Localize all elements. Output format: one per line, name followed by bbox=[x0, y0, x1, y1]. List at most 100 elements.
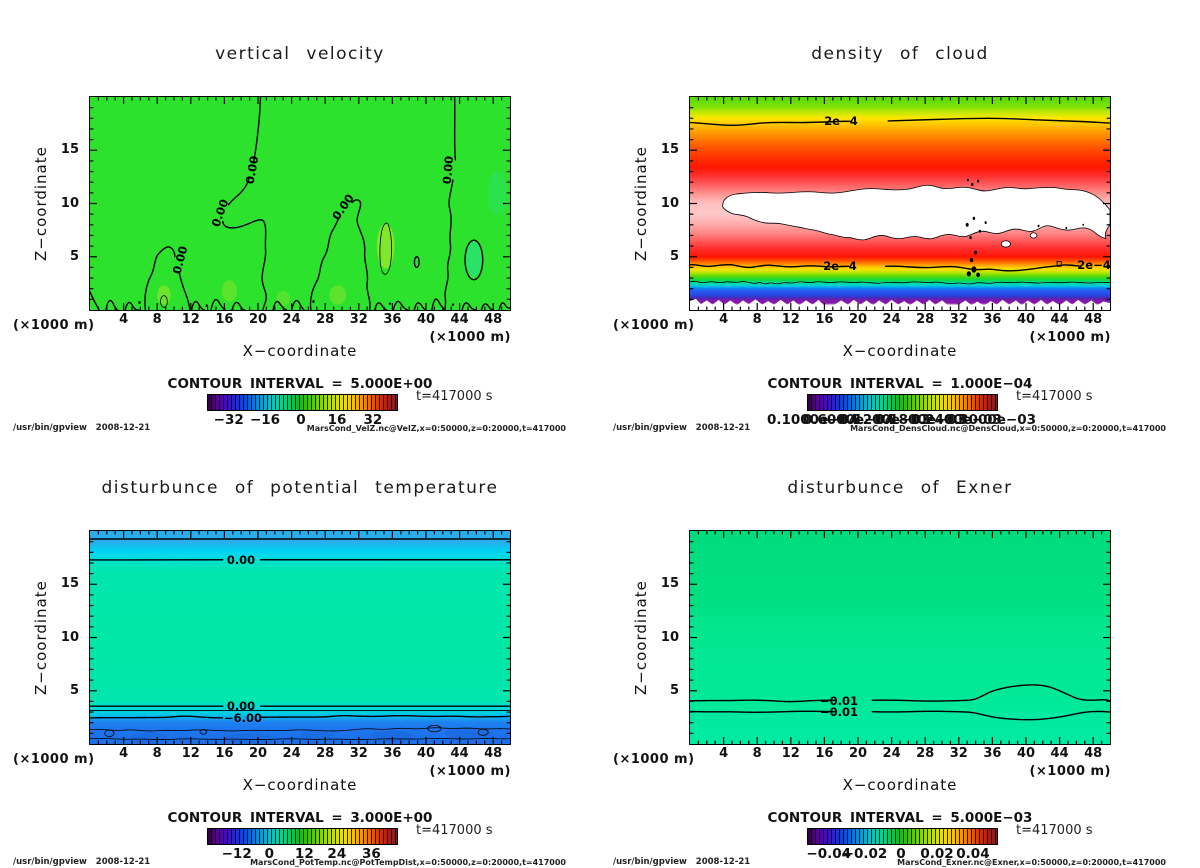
colorbar-tick-label: 0.2400e−03 bbox=[910, 412, 1002, 428]
x-tick-label: 40 bbox=[416, 746, 436, 761]
axis-ticks bbox=[90, 97, 510, 310]
x-tick-label: 8 bbox=[152, 746, 162, 761]
x-tick-label: 24 bbox=[282, 746, 301, 761]
footer-command-text: /usr/bin/gpview 2008-12-21 bbox=[13, 423, 151, 433]
footer-command-text: /usr/bin/gpview 2008-12-21 bbox=[13, 857, 151, 867]
x-tick-label: 24 bbox=[882, 746, 901, 761]
plot-title: disturbunce of potential temperature bbox=[101, 478, 499, 498]
axis-ticks bbox=[90, 531, 510, 744]
y-tick-label: 15 bbox=[660, 142, 679, 158]
plot-area-density-of-cloud: 2e−4 2e−4 2e−4 bbox=[689, 96, 1111, 311]
colorbar-tick-label: 0.1200e−03 bbox=[838, 412, 931, 428]
y-tick-labels: 5 10 15 bbox=[46, 97, 82, 310]
x-tick-label: 20 bbox=[848, 312, 868, 327]
y-tick-label: 15 bbox=[60, 142, 79, 158]
x-tick-label: 44 bbox=[1050, 746, 1069, 761]
x-tick-label: 44 bbox=[1050, 312, 1069, 327]
x-tick-label: 28 bbox=[916, 312, 935, 327]
x-tick-label: 48 bbox=[484, 746, 503, 761]
colorbar-tick-label: 0.1800e−03 bbox=[874, 412, 967, 428]
x-tick-label: 32 bbox=[349, 746, 368, 761]
colorbar-tick-label: 0.3000e−03 bbox=[944, 412, 1037, 428]
y-tick-label: 15 bbox=[60, 576, 79, 592]
plot-title: disturbunce of Exner bbox=[787, 478, 1013, 498]
x-axis-label: X−coordinate bbox=[242, 342, 358, 360]
x-tick-label: 16 bbox=[815, 746, 834, 761]
x-tick-label: 40 bbox=[1016, 312, 1036, 327]
colorbar-tick-label: 0 bbox=[896, 846, 906, 862]
time-label: t=417000 s bbox=[1016, 823, 1093, 838]
x-tick-label: 44 bbox=[450, 746, 469, 761]
x-axis-unit-right: (×1000 m) bbox=[1029, 764, 1111, 779]
x-tick-label: 8 bbox=[152, 312, 162, 327]
x-tick-label: 28 bbox=[916, 746, 935, 761]
contour-label: 0.00 bbox=[439, 155, 457, 185]
contour-label: 2e−4 bbox=[1077, 258, 1111, 272]
x-tick-label: 40 bbox=[416, 312, 436, 327]
contour-label: 0.00 bbox=[226, 699, 256, 713]
contour-field bbox=[90, 97, 510, 310]
x-tick-labels: 4 8 12 16 20 24 28 32 36 40 44 48 bbox=[90, 312, 510, 328]
x-axis-unit-right: (×1000 m) bbox=[429, 330, 511, 345]
colorbar-tick-label: 0.04 bbox=[956, 846, 990, 862]
x-tick-label: 16 bbox=[215, 312, 234, 327]
y-tick-label: 5 bbox=[69, 248, 79, 264]
x-tick-label: 36 bbox=[983, 312, 1002, 327]
contour-interval-text: CONTOUR INTERVAL = 1.000E−04 bbox=[767, 376, 1033, 392]
plot-area-exner: −0.01 −0.01 bbox=[689, 530, 1111, 745]
x-tick-label: 4 bbox=[119, 312, 129, 327]
x-tick-label: 24 bbox=[882, 312, 901, 327]
plot-area-vertical-velocity: 0.00 0.00 0.00 0.00 0.00 bbox=[89, 96, 511, 311]
colorbar-tick-label: 0.6000e−04 bbox=[802, 412, 895, 428]
x-axis-label: X−coordinate bbox=[842, 342, 958, 360]
x-tick-label: 20 bbox=[248, 312, 268, 327]
x-tick-label: 40 bbox=[1016, 746, 1036, 761]
x-axis-unit-left: (×1000 m) bbox=[613, 318, 695, 333]
x-axis-unit-left: (×1000 m) bbox=[13, 318, 95, 333]
x-tick-label: 48 bbox=[1084, 746, 1103, 761]
colorbar-tick-label: 16 bbox=[327, 412, 347, 428]
contour-interval-text: CONTOUR INTERVAL = 5.000E+00 bbox=[167, 376, 433, 392]
x-tick-label: 36 bbox=[383, 746, 402, 761]
colorbar-tick-label: 0.1000e−04 bbox=[766, 412, 859, 428]
footer-file-text: MarsCond_VelZ.nc@VelZ,x=0:50000,z=0:2000… bbox=[306, 424, 566, 433]
colorbar-tick-label: 36 bbox=[362, 846, 381, 862]
x-axis-unit-left: (×1000 m) bbox=[13, 752, 95, 767]
x-tick-label: 44 bbox=[450, 312, 469, 327]
x-tick-label: 36 bbox=[383, 312, 402, 327]
plot-title: density of cloud bbox=[811, 44, 989, 64]
colorbar bbox=[807, 828, 998, 845]
colorbar-tick-label: −0.02 bbox=[842, 846, 888, 862]
x-tick-label: 20 bbox=[848, 746, 868, 761]
colorbar-tick-label: −0.04 bbox=[806, 846, 852, 862]
plot-area-potential-temperature: 0.00 0.00 −6.00 bbox=[89, 530, 511, 745]
colorbar-tick-label: 0 bbox=[296, 412, 306, 428]
panel-potential-temperature: disturbunce of potential temperature Z−c… bbox=[0, 434, 600, 868]
colorbar-tick-labels: −0.04 −0.02 0 0.02 0.04 bbox=[806, 846, 996, 862]
x-tick-label: 32 bbox=[949, 746, 968, 761]
contour-label: 0.00 bbox=[226, 553, 256, 567]
time-label: t=417000 s bbox=[416, 389, 493, 404]
colorbar-tick-label: 12 bbox=[294, 846, 314, 862]
x-tick-label: 12 bbox=[781, 312, 800, 327]
x-tick-label: 12 bbox=[181, 312, 200, 327]
x-tick-label: 16 bbox=[215, 746, 234, 761]
y-tick-label: 10 bbox=[660, 195, 679, 211]
x-axis-label: X−coordinate bbox=[842, 776, 958, 794]
x-tick-label: 4 bbox=[719, 746, 729, 761]
x-tick-label: 32 bbox=[949, 312, 968, 327]
y-tick-label: 5 bbox=[69, 682, 79, 698]
x-tick-label: 12 bbox=[781, 746, 800, 761]
contour-label: 2e−4 bbox=[824, 114, 858, 128]
colorbar-tick-label: −32 bbox=[213, 412, 244, 428]
panel-density-of-cloud: density of cloud Z−coordinate 5 10 15 bbox=[600, 0, 1200, 434]
x-axis-unit-left: (×1000 m) bbox=[613, 752, 695, 767]
contour-field bbox=[690, 531, 1110, 744]
x-tick-label: 12 bbox=[181, 746, 200, 761]
contour-field bbox=[690, 97, 1110, 310]
x-tick-labels: 4 8 12 16 20 24 28 32 36 40 44 48 bbox=[690, 746, 1110, 762]
x-tick-label: 48 bbox=[1084, 312, 1103, 327]
x-tick-label: 4 bbox=[719, 312, 729, 327]
colorbar-tick-labels: −12 0 12 24 36 bbox=[207, 846, 396, 862]
colorbar-tick-label: 0 bbox=[264, 846, 275, 862]
